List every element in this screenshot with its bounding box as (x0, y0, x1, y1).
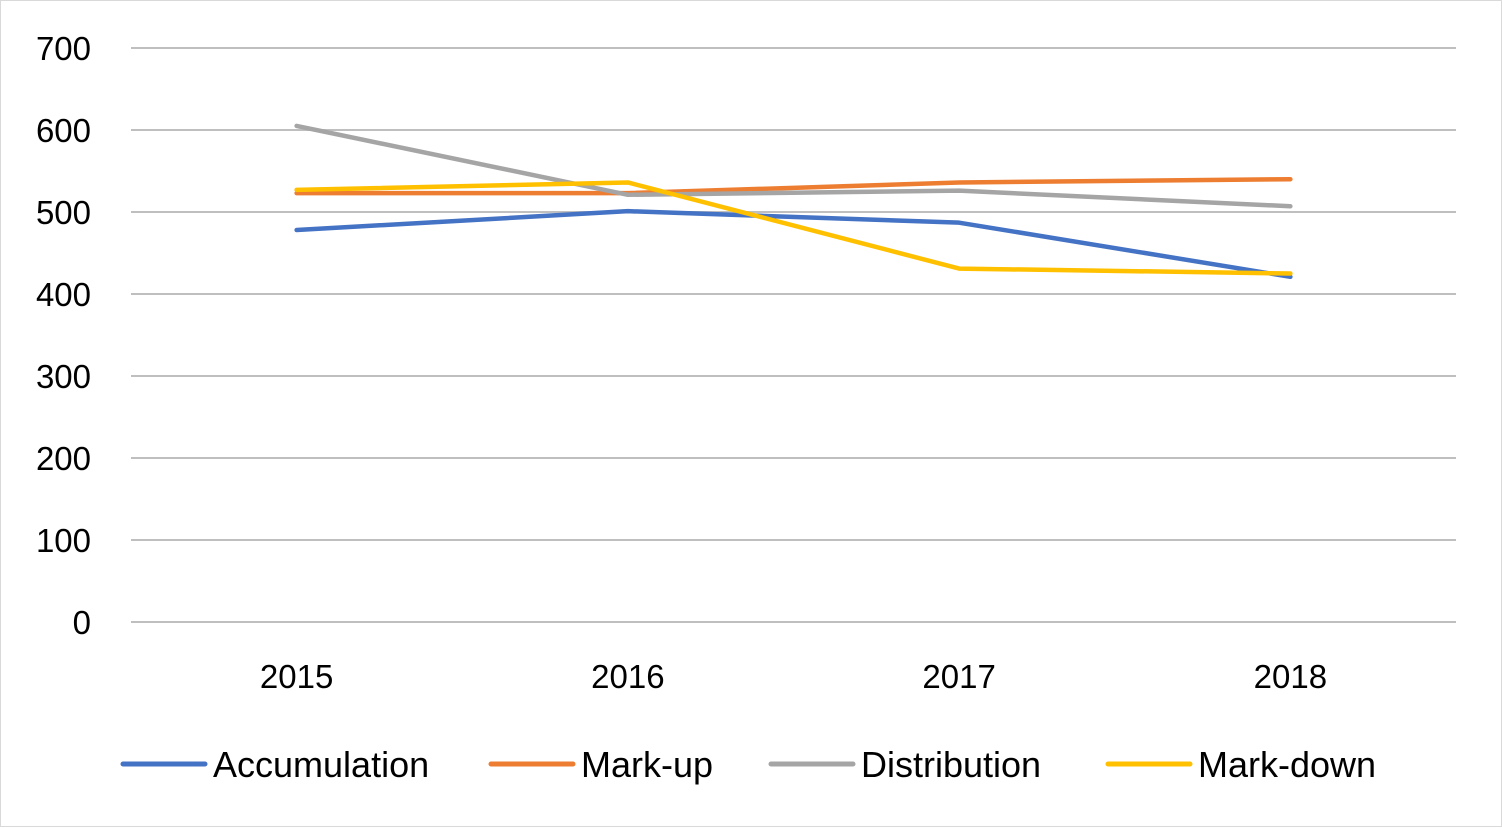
y-tick-label: 700 (36, 30, 91, 67)
series-accumulation (297, 211, 1291, 277)
y-axis-tick-labels: 0 100 200 300 400 500 600 700 (36, 30, 91, 641)
legend-label: Accumulation (213, 744, 429, 785)
legend-label: Distribution (861, 744, 1041, 785)
x-axis-tick-labels: 2015 2016 2017 2018 (260, 658, 1327, 695)
y-tick-label: 0 (73, 604, 91, 641)
x-tick-label: 2017 (922, 658, 995, 695)
y-tick-label: 300 (36, 358, 91, 395)
legend-label: Mark-down (1198, 744, 1376, 785)
series-line (297, 182, 1291, 273)
series-line (297, 211, 1291, 277)
legend-item: Mark-down (1108, 744, 1376, 785)
series-lines (297, 126, 1291, 277)
y-tick-label: 500 (36, 194, 91, 231)
legend-label: Mark-up (581, 744, 713, 785)
x-tick-label: 2015 (260, 658, 333, 695)
legend: Accumulation Mark-up Distribution Mark-down (123, 744, 1376, 785)
series-mark-down (297, 182, 1291, 273)
y-tick-label: 200 (36, 440, 91, 477)
y-tick-label: 100 (36, 522, 91, 559)
x-tick-label: 2016 (591, 658, 664, 695)
y-tick-label: 400 (36, 276, 91, 313)
x-tick-label: 2018 (1254, 658, 1327, 695)
y-tick-label: 600 (36, 112, 91, 149)
legend-item: Accumulation (123, 744, 429, 785)
legend-item: Distribution (771, 744, 1041, 785)
legend-item: Mark-up (491, 744, 713, 785)
